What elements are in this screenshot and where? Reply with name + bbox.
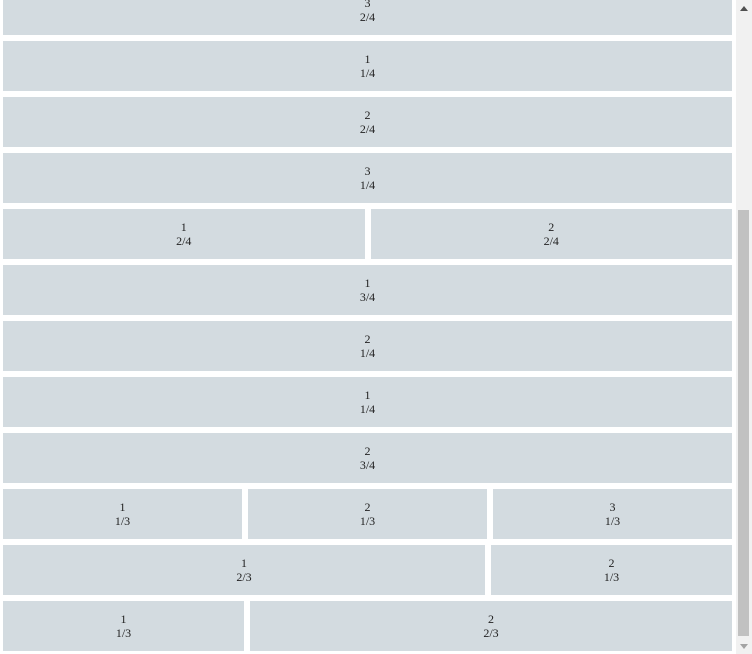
cell-fraction: 1/3 [603,570,620,584]
cell-fraction: 2/4 [543,234,559,248]
grid-row: 3 1/4 [3,153,732,203]
cell-index: 2 [364,108,371,122]
grid-cell: 3 1/3 [493,489,732,539]
grid-cell: 1 1/3 [3,601,244,651]
cell-fraction: 2/3 [236,570,252,584]
grid-row: 2 2/4 [3,97,732,147]
scroll-up-button[interactable] [736,0,752,16]
grid-cell: 1 2/4 [3,209,365,259]
cell-index: 1 [180,220,187,234]
cell-index: 1 [364,52,371,66]
grid-cell: 1 2/3 [3,545,485,595]
cell-index: 3 [609,500,616,514]
triangle-down-icon [740,643,748,649]
grid-content: 3 2/4 1 1/4 2 2/4 3 1/4 1 2/4 2 2/4 1 3/4 2 1/4 1 1/4 2 3/4… [3,0,732,651]
cell-index: 1 [364,388,371,402]
grid-cell: 3 2/4 [3,0,732,35]
grid-row: 2 1/4 [3,321,732,371]
cell-fraction: 1/3 [114,514,131,528]
cell-index: 2 [548,220,555,234]
grid-row: 1 2/4 2 2/4 [3,209,732,259]
grid-viewport: 3 2/4 1 1/4 2 2/4 3 1/4 1 2/4 2 2/4 1 3/4 2 1/4 1 1/4 2 3/4… [3,0,732,651]
grid-cell: 1 1/3 [3,489,242,539]
grid-row: 3 2/4 [3,0,732,35]
grid-cell: 2 2/4 [370,209,732,259]
grid-row: 1 1/4 [3,377,732,427]
grid-cell: 2 2/3 [250,601,732,651]
cell-index: 1 [119,500,126,514]
cell-index: 2 [364,444,371,458]
grid-cell: 2 1/3 [248,489,487,539]
vertical-scrollbar[interactable] [736,0,752,654]
grid-cell: 2 1/3 [491,545,732,595]
grid-cell: 1 1/4 [3,377,732,427]
scrollbar-thumb[interactable] [738,210,749,636]
cell-index: 3 [364,164,371,178]
cell-fraction: 2/4 [176,234,192,248]
grid-row: 2 3/4 [3,433,732,483]
cell-index: 1 [120,612,127,626]
cell-fraction: 3/4 [359,458,376,472]
grid-cell: 2 1/4 [3,321,732,371]
cell-fraction: 2/4 [359,122,376,136]
grid-row: 1 3/4 [3,265,732,315]
cell-index: 3 [364,0,371,10]
grid-cell: 1 3/4 [3,265,732,315]
cell-index: 2 [608,556,615,570]
grid-cell: 2 2/4 [3,97,732,147]
cell-index: 1 [364,276,371,290]
cell-fraction: 2/3 [483,626,499,640]
scroll-down-button[interactable] [736,638,752,654]
grid-row: 1 2/3 2 1/3 [3,545,732,595]
cell-fraction: 1/3 [604,514,621,528]
cell-index: 2 [488,612,494,626]
cell-fraction: 1/3 [359,514,376,528]
cell-fraction: 1/4 [359,346,376,360]
grid-cell: 1 1/4 [3,41,732,91]
cell-fraction: 1/4 [359,178,376,192]
cell-index: 2 [364,500,371,514]
cell-fraction: 2/4 [359,10,376,24]
cell-index: 1 [241,556,247,570]
grid-cell: 3 1/4 [3,153,732,203]
cell-fraction: 3/4 [359,290,376,304]
grid-cell: 2 3/4 [3,433,732,483]
grid-row: 1 1/3 2 2/3 [3,601,732,651]
triangle-up-icon [740,5,748,11]
cell-index: 2 [364,332,371,346]
cell-fraction: 1/3 [115,626,132,640]
cell-fraction: 1/4 [359,402,376,416]
cell-fraction: 1/4 [359,66,376,80]
grid-row: 1 1/3 2 1/3 3 1/3 [3,489,732,539]
grid-row: 1 1/4 [3,41,732,91]
